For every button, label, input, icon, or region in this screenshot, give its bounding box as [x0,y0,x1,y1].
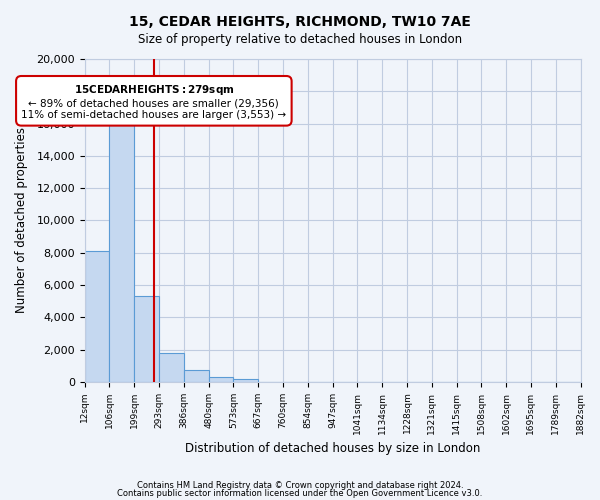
Bar [184,370,209,382]
Bar [134,296,159,382]
Y-axis label: Number of detached properties: Number of detached properties [15,128,28,314]
Text: Size of property relative to detached houses in London: Size of property relative to detached ho… [138,32,462,46]
Bar [159,353,184,382]
Bar [109,116,134,382]
Text: 15, CEDAR HEIGHTS, RICHMOND, TW10 7AE: 15, CEDAR HEIGHTS, RICHMOND, TW10 7AE [129,15,471,29]
Bar [233,379,258,382]
X-axis label: Distribution of detached houses by size in London: Distribution of detached houses by size … [185,442,480,455]
Bar [85,251,109,382]
Text: Contains public sector information licensed under the Open Government Licence v3: Contains public sector information licen… [118,488,482,498]
Text: Contains HM Land Registry data © Crown copyright and database right 2024.: Contains HM Land Registry data © Crown c… [137,481,463,490]
Bar [209,378,233,382]
Text: $\bf{15 CEDAR HEIGHTS: 279sqm}$
← 89% of detached houses are smaller (29,356)
11: $\bf{15 CEDAR HEIGHTS: 279sqm}$ ← 89% of… [21,83,286,120]
